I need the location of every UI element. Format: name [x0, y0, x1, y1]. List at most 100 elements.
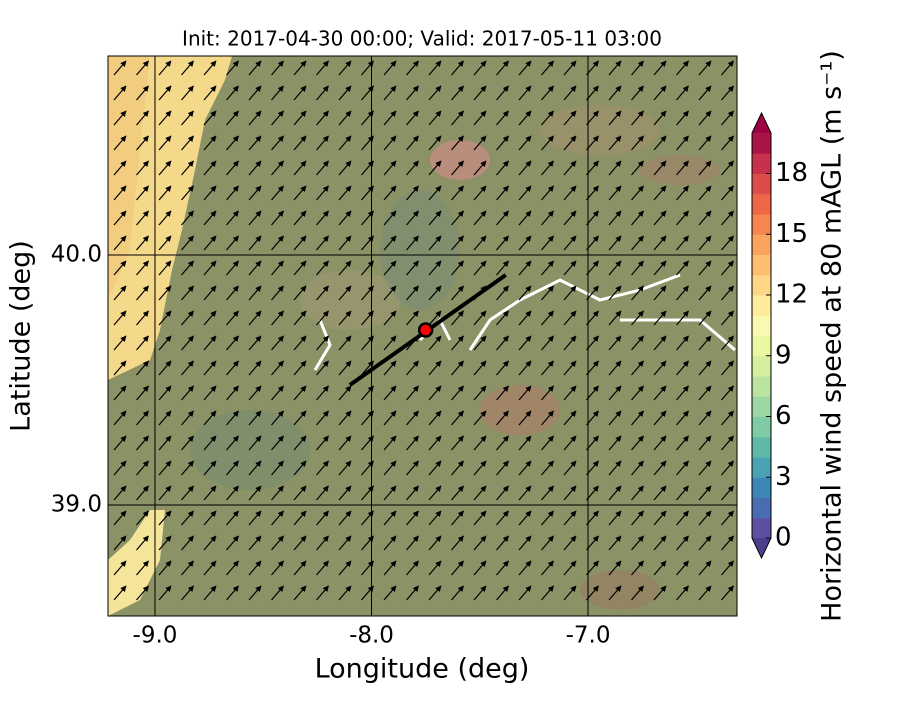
wind-arrow: [451, 560, 464, 576]
wind-arrow: [226, 510, 239, 526]
wind-arrow: [518, 235, 532, 251]
wind-arrow: [473, 535, 487, 551]
wind-arrow: [653, 585, 667, 601]
wind-arrow: [563, 185, 577, 201]
wind-arrow: [181, 260, 194, 276]
wind-arrow: [136, 535, 149, 551]
wind-arrow: [383, 335, 397, 351]
wind-arrow: [496, 585, 509, 601]
wind-arrow: [271, 460, 284, 476]
wind-arrow: [676, 160, 689, 176]
wind-arrow: [496, 560, 509, 576]
wind-arrow: [338, 160, 352, 176]
wind-arrow: [653, 460, 667, 476]
wind-arrow: [226, 235, 239, 251]
wind-arrow: [563, 360, 577, 376]
wind-arrow: [203, 235, 217, 251]
wind-arrow: [518, 160, 532, 176]
wind-arrow: [676, 535, 689, 551]
wind-arrow: [676, 85, 689, 101]
wind-arrow: [698, 560, 712, 576]
wind-arrow: [563, 310, 577, 326]
wind-arrow: [226, 485, 239, 501]
wind-arrow: [563, 460, 577, 476]
wind-arrow: [541, 560, 554, 576]
colorbar-tick-label: 9: [775, 340, 792, 370]
wind-arrow: [653, 335, 667, 351]
wind-arrow: [563, 210, 577, 226]
wind-arrow: [248, 310, 262, 326]
wind-arrow: [698, 85, 712, 101]
wind-arrow: [563, 585, 577, 601]
colorbar-tick-label: 0: [775, 523, 792, 553]
colorbar-swatch: [752, 355, 771, 377]
wind-arrow: [293, 310, 307, 326]
wind-arrow: [721, 160, 734, 176]
wind-arrow: [248, 185, 262, 201]
wind-arrow: [338, 310, 352, 326]
wind-arrow: [271, 335, 284, 351]
wind-arrow: [473, 335, 487, 351]
wind-arrow: [698, 310, 712, 326]
wind-arrow: [518, 110, 532, 126]
colorbar-swatch: [752, 416, 771, 438]
wind-arrow: [406, 360, 419, 376]
wind-arrow: [473, 310, 487, 326]
wind-arrow: [248, 160, 262, 176]
wind-arrow: [541, 235, 554, 251]
wind-arrow: [406, 135, 419, 151]
wind-arrow: [698, 585, 712, 601]
wind-arrow: [451, 385, 464, 401]
wind-arrow: [676, 510, 689, 526]
wind-arrow: [653, 510, 667, 526]
wind-arrow: [158, 110, 172, 126]
wind-arrow: [136, 485, 149, 501]
wind-arrow: [631, 235, 644, 251]
wind-arrow: [541, 110, 554, 126]
wind-arrow: [676, 135, 689, 151]
wind-arrow: [608, 510, 622, 526]
wind-arrow: [338, 135, 352, 151]
wind-arrow: [563, 335, 577, 351]
wind-arrow: [653, 385, 667, 401]
wind-arrow: [271, 110, 284, 126]
x-tick-label: -7.0: [566, 623, 611, 649]
wind-arrow: [316, 235, 329, 251]
wind-arrow: [428, 335, 442, 351]
wind-arrow: [203, 160, 217, 176]
wind-arrow: [473, 110, 487, 126]
wind-arrow: [563, 135, 577, 151]
wind-arrow: [653, 60, 667, 76]
wind-arrow: [203, 260, 217, 276]
wind-arrow: [631, 210, 644, 226]
colorbar-swatch: [752, 335, 771, 357]
wind-arrow: [316, 435, 329, 451]
wind-arrow: [473, 60, 487, 76]
x-tick-label: -8.0: [349, 623, 394, 649]
wind-arrow: [136, 410, 149, 426]
wind-arrow: [653, 560, 667, 576]
wind-arrow: [518, 285, 532, 301]
wind-arrow: [428, 185, 442, 201]
wind-arrow: [338, 460, 352, 476]
wind-arrow: [496, 235, 509, 251]
wind-arrow: [428, 310, 442, 326]
wind-arrow: [541, 185, 554, 201]
wind-arrow: [496, 160, 509, 176]
wind-arrow: [383, 485, 397, 501]
wind-arrow: [136, 560, 149, 576]
wind-arrow: [563, 235, 577, 251]
wind-arrow: [721, 85, 734, 101]
wind-arrow: [451, 510, 464, 526]
wind-arrow: [113, 210, 127, 226]
wind-arrow: [226, 135, 239, 151]
wind-arrow: [563, 410, 577, 426]
wind-arrow: [563, 560, 577, 576]
wind-arrow: [203, 410, 217, 426]
wind-arrow: [226, 560, 239, 576]
wind-arrow: [541, 60, 554, 76]
wind-arrow: [541, 385, 554, 401]
wind-arrow: [316, 160, 329, 176]
wind-arrow: [338, 260, 352, 276]
wind-arrow: [473, 435, 487, 451]
